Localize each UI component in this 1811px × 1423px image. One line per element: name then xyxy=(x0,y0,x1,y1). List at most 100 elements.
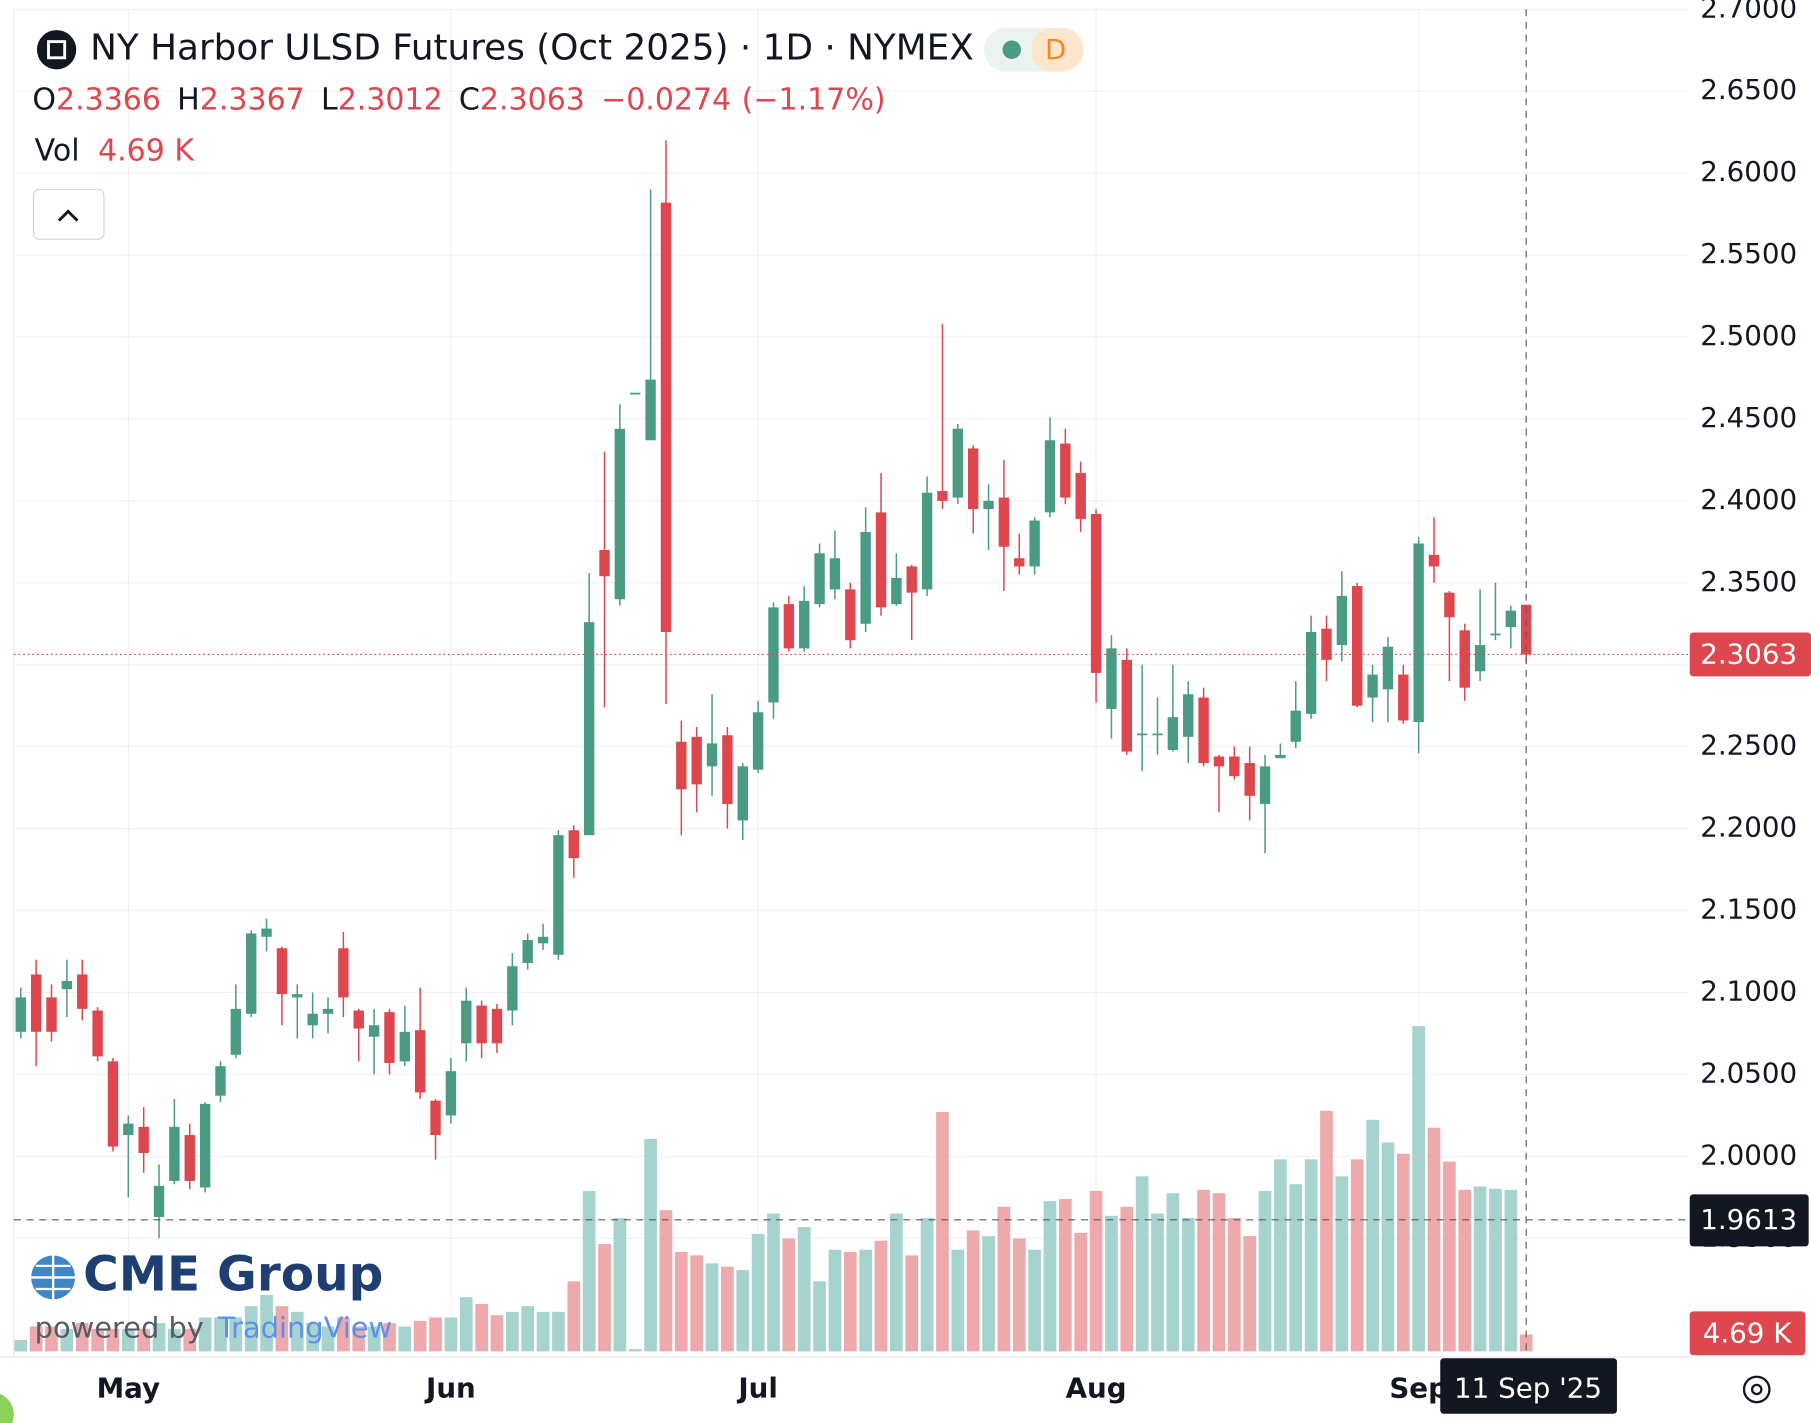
low-value: 2.3012 xyxy=(338,82,443,117)
candle-body xyxy=(322,1008,334,1014)
volume-bar xyxy=(444,1317,458,1352)
volume-bar xyxy=(628,1349,642,1352)
candle-body xyxy=(384,1012,395,1063)
axis-labels: 2.3063 1.9613 4.69 K 11 Sep '25 xyxy=(1440,632,1811,1414)
volume-bar xyxy=(751,1233,765,1352)
volume-bar xyxy=(168,1328,181,1352)
x-axis: May Jun Jul Aug Sep xyxy=(97,1371,1448,1404)
volume-bar xyxy=(966,1230,980,1352)
volume-bar xyxy=(1181,1218,1195,1352)
close-label: C xyxy=(459,82,480,117)
powered-by-text: powered by xyxy=(35,1310,204,1344)
volume-bar xyxy=(521,1306,535,1352)
collapse-icon xyxy=(57,209,79,222)
candle-body xyxy=(845,589,856,641)
settings-icon[interactable] xyxy=(1742,1375,1771,1404)
volume-bar xyxy=(674,1251,688,1352)
candle-body xyxy=(414,1030,426,1093)
volume-bar xyxy=(75,1323,89,1352)
volume-bar xyxy=(383,1323,396,1352)
volume-bar xyxy=(106,1328,120,1352)
last-price-box xyxy=(1689,632,1811,677)
corner-button[interactable] xyxy=(0,1392,14,1423)
symbol-icon-glyph xyxy=(47,40,67,60)
close-value: 2.3063 xyxy=(480,82,585,117)
candle-body xyxy=(906,566,917,593)
volume-bar xyxy=(413,1320,427,1352)
volume-bar xyxy=(1350,1159,1364,1352)
volume-bar xyxy=(1105,1215,1118,1352)
y-tick-label: 2.6500 xyxy=(1700,73,1797,106)
candles xyxy=(15,140,1532,1239)
candle-body xyxy=(15,997,26,1032)
candle-body xyxy=(368,1025,380,1037)
volume-bar xyxy=(1120,1206,1134,1352)
volume-bar xyxy=(552,1311,565,1352)
volume-bar xyxy=(244,1306,258,1352)
candle-body xyxy=(1152,733,1163,736)
candle-body xyxy=(123,1123,134,1136)
volume-bar xyxy=(1289,1184,1303,1352)
low-label: L xyxy=(321,82,338,117)
y-tick-label: 2.4000 xyxy=(1700,483,1797,516)
candle-body xyxy=(507,966,518,1011)
volume-bar xyxy=(705,1263,719,1352)
interval-badge: D xyxy=(1045,33,1066,66)
volume-bar xyxy=(982,1236,995,1352)
candle-body xyxy=(752,712,764,770)
volume-bar xyxy=(1473,1186,1487,1352)
change-value: −0.0274 xyxy=(601,82,731,117)
candle-body xyxy=(983,500,994,510)
volume-bar xyxy=(367,1326,381,1352)
candle-body xyxy=(1259,766,1271,805)
settings-icon-core xyxy=(1750,1383,1763,1396)
ohlc-legend: O2.3366 H2.3367 L2.3012 C2.3063 −0.0274 (−1.1… xyxy=(32,82,885,117)
volume-bar xyxy=(1166,1193,1180,1352)
volume-value: 4.69 K xyxy=(98,133,195,168)
volume-bar xyxy=(1458,1189,1472,1352)
candle-body xyxy=(1121,659,1132,752)
volume-bar xyxy=(1427,1127,1441,1352)
volume-bar xyxy=(429,1317,442,1352)
volume-bar xyxy=(890,1213,903,1352)
candle-body xyxy=(1444,592,1455,618)
candle-body xyxy=(1459,630,1470,688)
candle-body xyxy=(952,428,964,498)
candle-body xyxy=(261,928,272,937)
volume-bar xyxy=(137,1328,151,1352)
candle-body xyxy=(138,1126,149,1154)
open-value: 2.3366 xyxy=(56,82,161,117)
collapse-button[interactable] xyxy=(32,188,105,240)
candle-body xyxy=(169,1126,180,1181)
candle-body xyxy=(1367,674,1378,698)
volume-bar xyxy=(1243,1236,1257,1352)
price-lines xyxy=(13,9,1689,1352)
open-label: O xyxy=(32,82,56,117)
watermark: CME Group powered by TradingView xyxy=(31,1246,392,1344)
candle-body xyxy=(1305,631,1317,714)
volume-bar xyxy=(1227,1218,1241,1352)
x-tick-label: Jul xyxy=(736,1371,778,1404)
volume-bar xyxy=(306,1323,320,1352)
x-tick-label: Aug xyxy=(1066,1371,1127,1404)
volume-bar xyxy=(782,1238,796,1352)
volume-bar xyxy=(813,1281,826,1352)
brand-name: CME Group xyxy=(83,1246,383,1302)
candle-body xyxy=(522,940,533,963)
candle-body xyxy=(1183,694,1194,737)
volume-bar xyxy=(582,1191,596,1352)
volume-bar xyxy=(91,1328,104,1352)
candle-body xyxy=(1352,586,1363,706)
candle-body xyxy=(1106,648,1117,709)
volume-bar xyxy=(1197,1189,1210,1352)
powered-brand: TradingView xyxy=(217,1310,392,1344)
candle-body xyxy=(461,1000,472,1044)
candle-body xyxy=(1275,754,1286,759)
volume-bar xyxy=(229,1317,243,1352)
candle-body xyxy=(722,735,733,805)
crosshair-date-box xyxy=(1440,1358,1617,1414)
volume-bar xyxy=(1028,1249,1041,1352)
y-tick-label: 2.6000 xyxy=(1700,155,1797,188)
candle-body xyxy=(1321,628,1332,660)
